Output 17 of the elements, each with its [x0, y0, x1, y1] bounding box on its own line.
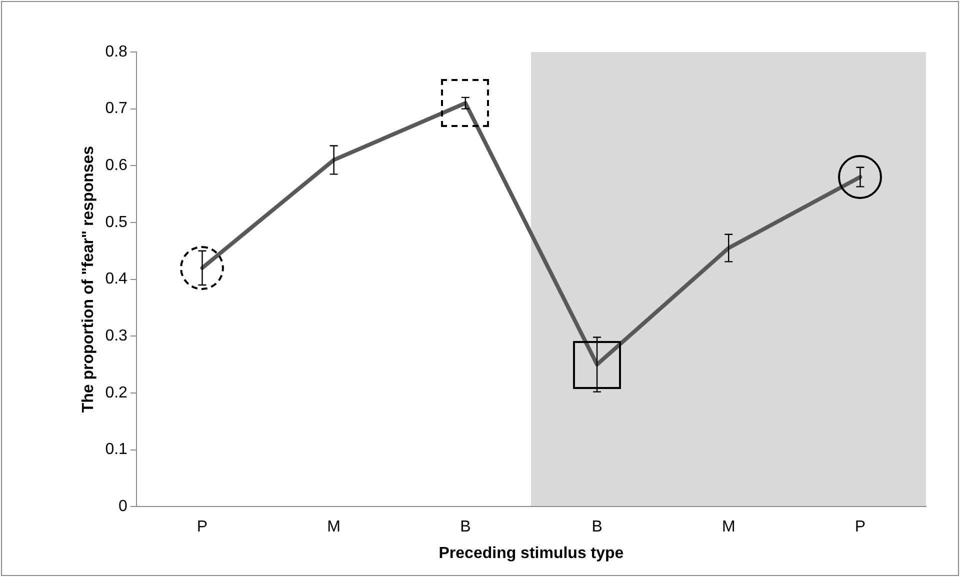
x-tick-label: P — [196, 518, 208, 536]
y-tick-label: 0.2 — [105, 384, 128, 402]
y-tick-label: 0.4 — [105, 270, 128, 288]
y-tick-label: 0.6 — [105, 157, 128, 174]
x-tick-label: B — [592, 518, 602, 536]
x-tick-label: M — [327, 518, 340, 536]
y-tick-label: 0.8 — [105, 43, 128, 60]
y-axis-title: The proportion of "fear" responses — [80, 146, 98, 413]
x-axis-title: Preceding stimulus type — [438, 544, 624, 562]
x-tick-label: P — [854, 518, 866, 536]
y-tick-label: 0.7 — [105, 100, 128, 118]
y-tick-label: 0.3 — [105, 328, 128, 345]
x-tick-label: M — [722, 518, 736, 536]
y-tick-label: 0 — [118, 498, 128, 516]
y-tick-label: 0.5 — [105, 214, 128, 231]
x-tick-label: B — [460, 518, 471, 536]
y-tick-label: 0.1 — [105, 441, 128, 458]
